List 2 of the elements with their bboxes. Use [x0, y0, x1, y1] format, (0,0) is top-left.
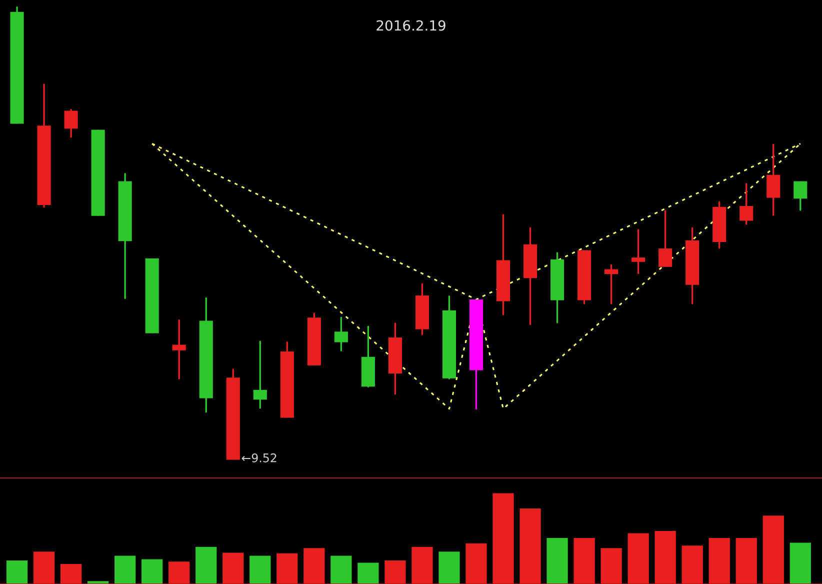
text: 2016.2.19: [376, 20, 446, 31]
annotation: ←9.52: [242, 453, 276, 462]
